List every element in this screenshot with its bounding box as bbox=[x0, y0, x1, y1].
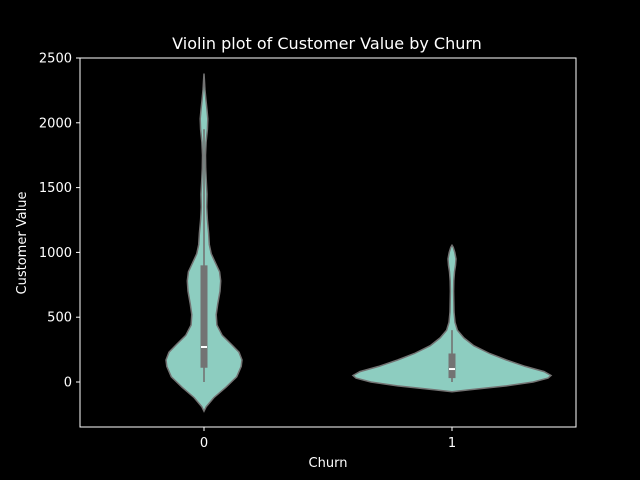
y-tick-label-1500: 1500 bbox=[39, 181, 72, 196]
x-tick-label-0: 0 bbox=[200, 436, 208, 451]
x-axis-label: Churn bbox=[309, 456, 348, 471]
plot-area-frame bbox=[79, 57, 577, 428]
y-tick-label-0: 0 bbox=[64, 376, 72, 391]
x-tick-label-1: 1 bbox=[448, 436, 456, 451]
violin-body-1 bbox=[351, 243, 553, 393]
y-axis-label: Customer Value bbox=[15, 192, 30, 295]
chart-title: Violin plot of Customer Value by Churn bbox=[172, 34, 482, 53]
violin-box-0 bbox=[200, 265, 208, 368]
y-tick-label-500: 500 bbox=[47, 311, 72, 326]
y-tick-label-2000: 2000 bbox=[39, 116, 72, 131]
y-tick-label-2500: 2500 bbox=[39, 52, 72, 67]
violin-box-1 bbox=[448, 353, 456, 379]
y-tick-label-1000: 1000 bbox=[39, 246, 72, 261]
